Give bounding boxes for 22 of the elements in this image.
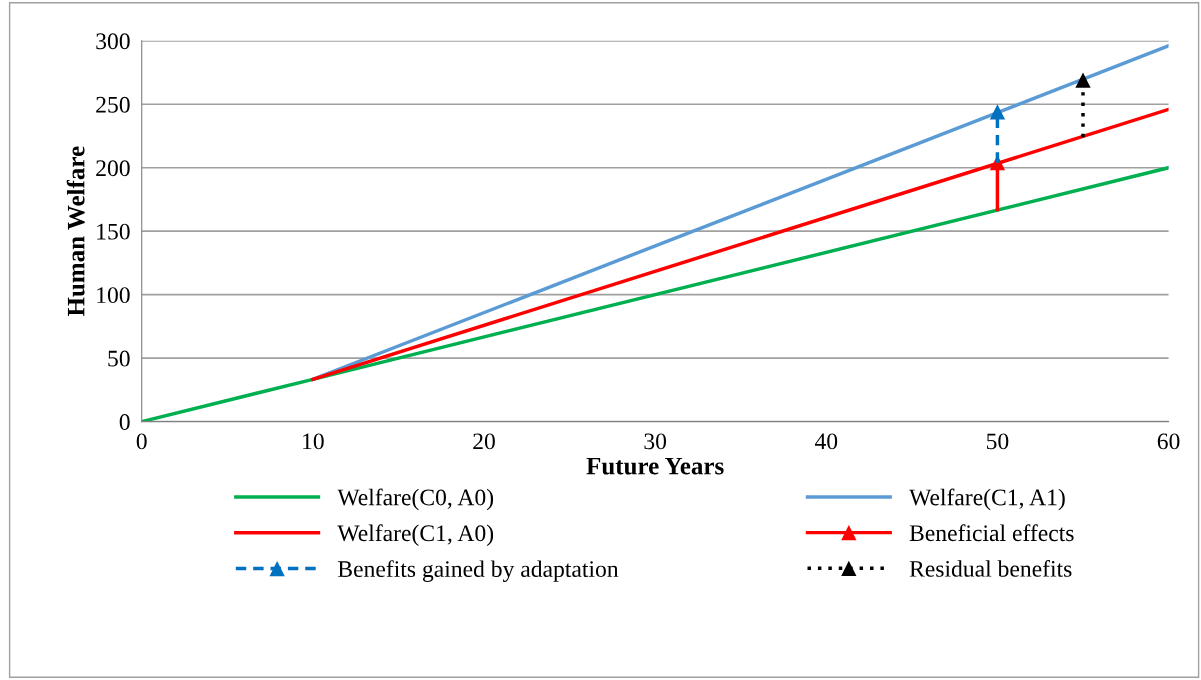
x-tick-label: 10 xyxy=(303,433,324,450)
y-tick-label: 300 xyxy=(96,33,130,50)
y-tick-label: 250 xyxy=(96,96,130,113)
x-tick-label: 50 xyxy=(987,433,1009,450)
x-tick-label: 40 xyxy=(814,433,838,450)
y-tick-label: 0 xyxy=(119,414,130,431)
y-axis-title: Human Welfare xyxy=(66,146,85,317)
legend-label: Welfare(C1, A0) xyxy=(337,524,494,547)
legend-label: Welfare(C0, A0) xyxy=(337,488,494,511)
x-tick-label: 0 xyxy=(136,433,147,450)
x-tick-label: 60 xyxy=(1157,433,1180,450)
y-tick-label: 150 xyxy=(97,223,130,240)
legend-label: Residual benefits xyxy=(909,559,1072,577)
y-tick-label: 200 xyxy=(96,160,130,177)
y-tick-label: 50 xyxy=(108,350,130,367)
x-axis-title: Future Years xyxy=(586,457,724,475)
legend-label: Welfare(C1, A1) xyxy=(909,488,1065,511)
y-tick-label: 100 xyxy=(97,287,130,304)
legend-label: Beneficial effects xyxy=(909,524,1074,542)
legend-label: Benefits gained by adaptation xyxy=(338,560,619,582)
x-tick-label: 30 xyxy=(644,433,667,450)
x-tick-label: 20 xyxy=(473,433,495,450)
